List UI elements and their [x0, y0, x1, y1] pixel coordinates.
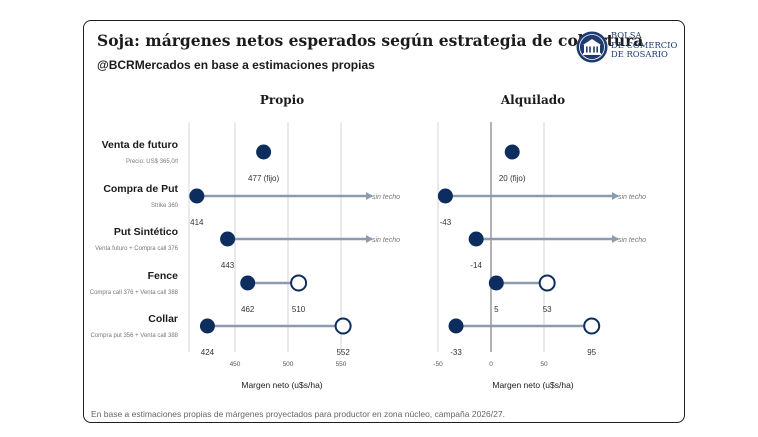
bcr-seal-icon: [576, 31, 608, 63]
max-label: 552: [336, 348, 350, 357]
tick-label: 450: [230, 361, 241, 368]
footnote: En base a estimaciones propias de márgen…: [91, 409, 505, 419]
min-label: 20 (fijo): [499, 174, 526, 183]
min-label: 424: [201, 348, 215, 357]
row-labels: Venta de futuro Precio: US$ 365,0/t Compra…: [90, 139, 179, 339]
row-note: Compra put 356 + Venta call 388: [90, 333, 178, 339]
logo-line-3: DE ROSARIO: [611, 49, 668, 60]
row-label: Put Sintético: [114, 226, 178, 238]
logo-line-1: BOLSA: [611, 30, 642, 40]
tick-label: 50: [540, 361, 548, 368]
tick-label: 0: [489, 361, 493, 368]
min-marker: [256, 144, 272, 160]
chart-card: [83, 20, 685, 423]
min-marker: [220, 231, 236, 247]
min-label: -14: [470, 261, 482, 270]
row-note: Precio: US$ 365,0/t: [126, 159, 178, 165]
x-axis-label: Margen neto (u$s/ha): [492, 380, 573, 390]
min-marker: [468, 231, 484, 247]
panel-title: Alquilado: [500, 93, 565, 107]
row-label: Compra de Put: [103, 183, 178, 195]
row-note: Venta futuro + Compra call 376: [95, 246, 179, 252]
min-marker: [240, 275, 256, 291]
chart-title: Soja: márgenes netos esperados según est…: [97, 31, 644, 50]
no-cap-label: sin techo: [372, 194, 400, 201]
row-label: Venta de futuro: [102, 139, 178, 151]
bcr-logo: BOLSA DE COMERCIO DE ROSARIO: [575, 30, 677, 64]
min-marker: [199, 318, 215, 334]
panel-1: Alquilado -50 0 50 Margen neto (u$s/ha) 20 (f…: [433, 93, 646, 390]
min-label: 462: [241, 305, 255, 314]
min-label: -33: [450, 348, 462, 357]
min-label: 414: [190, 218, 204, 227]
row-note: Strike 360: [151, 203, 179, 209]
row-note: Compra call 376 + Venta call 388: [90, 290, 179, 296]
panel-title: Propio: [260, 93, 304, 107]
max-marker: [334, 317, 352, 335]
min-marker: [488, 275, 504, 291]
min-marker: [189, 188, 205, 204]
tick-label: 550: [336, 361, 347, 368]
max-marker: [583, 317, 601, 335]
max-label: 510: [292, 305, 306, 314]
tick-label: 500: [283, 361, 294, 368]
tick-label: -50: [433, 361, 443, 368]
no-cap-label: sin techo: [372, 237, 400, 244]
min-label: 477 (fijo): [248, 174, 279, 183]
max-marker: [290, 274, 308, 292]
min-marker: [437, 188, 453, 204]
min-marker: [448, 318, 464, 334]
max-label: 53: [543, 305, 552, 314]
max-label: 95: [587, 348, 596, 357]
x-axis-label: Margen neto (u$s/ha): [241, 380, 322, 390]
no-cap-label: sin techo: [618, 194, 646, 201]
chart-subtitle: @BCRMercados en base a estimaciones prop…: [97, 58, 375, 72]
max-marker: [538, 274, 556, 292]
no-cap-label: sin techo: [618, 237, 646, 244]
logo-line-2: DE COMERCIO: [611, 39, 678, 50]
row-label: Collar: [148, 313, 178, 325]
min-marker: [504, 144, 520, 160]
logo-text: BOLSA DE COMERCIO DE ROSARIO: [611, 30, 678, 60]
row-label: Fence: [148, 270, 179, 282]
panel-0: Propio 450 500 550 Margen neto (u$s/ha) 477 (…: [188, 93, 400, 390]
min-label: 443: [221, 261, 235, 270]
min-label: 5: [494, 305, 499, 314]
min-label: -43: [440, 218, 452, 227]
